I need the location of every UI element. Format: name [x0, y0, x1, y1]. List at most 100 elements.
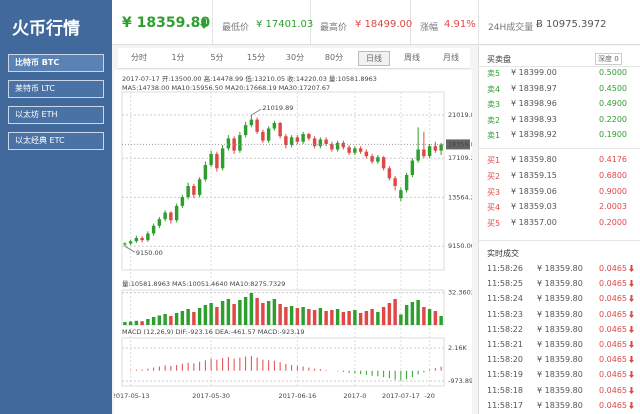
trade-time: 11:58:20	[487, 355, 523, 365]
trade-time: 11:58:24	[487, 294, 523, 304]
candle-body	[312, 138, 317, 147]
candle-body	[376, 157, 380, 162]
trade-arrow	[629, 341, 634, 348]
y-tick-label: 32.3603K	[448, 289, 472, 297]
tab[interactable]: 30分	[285, 53, 305, 62]
arrow	[629, 295, 634, 303]
volume-bar	[146, 319, 150, 325]
volume-bar	[307, 309, 311, 325]
tab[interactable]: 5分	[210, 53, 224, 62]
arrow	[629, 401, 634, 409]
volume-bar	[318, 308, 323, 325]
row-price: ¥ 18357.00	[511, 218, 557, 228]
candle-body	[307, 134, 311, 139]
row-price: ¥ 18398.96	[511, 99, 557, 109]
candle-body	[324, 139, 328, 144]
trade-amount: 0.0465	[599, 279, 627, 289]
volume-bar	[301, 307, 305, 325]
trade-arrow	[629, 401, 634, 409]
menu-item[interactable]: 以太经典 ETC	[8, 132, 104, 150]
trade-amount: 0.0465	[599, 340, 627, 349]
volume-bar	[197, 308, 202, 325]
low-annotation: 9150.00	[136, 249, 163, 257]
candle-body	[174, 205, 179, 221]
last-price-label: 18359.80	[448, 140, 472, 148]
trade-price: ¥ 18359.80	[537, 400, 583, 410]
tab[interactable]: 分时	[131, 53, 147, 62]
candle-body	[163, 212, 167, 220]
arrow	[629, 386, 634, 394]
x-tick-label: 2017-05-30	[192, 392, 230, 400]
depth-select[interactable]: 深度 0	[595, 53, 622, 65]
row-price: ¥ 18399.00	[511, 68, 557, 77]
menu-item[interactable]: 以太坊 ETH	[8, 106, 104, 124]
volume-bar	[157, 315, 162, 325]
volume-bar	[220, 301, 225, 325]
trade-price: ¥ 18359.80	[537, 324, 583, 334]
volume-bar	[364, 311, 369, 325]
candle-body	[128, 241, 133, 244]
row-amount: 0.4900	[599, 99, 627, 109]
stat-value: 4.91%	[444, 19, 476, 30]
row-label: 买2	[487, 171, 501, 181]
stat-value: Ƀ 10975.3972	[536, 19, 607, 30]
stat-label: 24H成交量	[488, 23, 534, 33]
panel-frame	[121, 289, 445, 326]
tab[interactable]: 80分	[324, 53, 344, 62]
candle-body	[272, 122, 277, 129]
candle-body	[123, 243, 127, 245]
trade-amount: 0.0465	[599, 264, 627, 273]
candle-body	[151, 225, 156, 234]
candle-body	[220, 148, 225, 169]
candle-body	[422, 149, 426, 157]
x-tick-label: 2017-05-13	[114, 392, 150, 400]
volume-bar	[399, 314, 403, 325]
tab[interactable]: 日线	[358, 51, 390, 66]
trade-amount: 0.0465	[599, 309, 627, 319]
candle-body	[203, 164, 208, 180]
volume-bar	[353, 310, 357, 325]
candle-body	[318, 139, 323, 147]
sidebar: 火币行情 比特币 BTC 莱特币 LTC 以太坊 ETH 以太经典 ETC	[0, 0, 112, 414]
volume-bar	[404, 305, 409, 325]
row-price: ¥ 18398.93	[511, 114, 557, 124]
volume-bar	[192, 312, 196, 325]
volume-bar	[393, 299, 397, 325]
volume-bar	[439, 316, 443, 325]
header: ¥ 18359.80 最低价 ¥ 17401.03 最高价 ¥ 18499.00 涨幅 4.…	[112, 0, 640, 45]
menu-item[interactable]: 莱特币 LTC	[8, 80, 104, 98]
candle-body	[180, 197, 185, 206]
candle-body	[289, 137, 294, 146]
volume-bar	[215, 307, 219, 325]
volume-bar	[387, 303, 392, 325]
trade-time: 11:58:23	[487, 309, 523, 319]
candle-body	[249, 119, 254, 126]
volume-bar	[410, 302, 415, 325]
trade-arrow	[629, 280, 634, 288]
volume-bar	[261, 303, 265, 325]
trade-time: 11:58:17	[487, 400, 523, 410]
candle-body	[209, 153, 213, 165]
arrow	[629, 371, 634, 379]
volume-bar	[433, 311, 438, 325]
y-tick-label: 17109.28	[448, 154, 472, 162]
row-amount: 0.5000	[599, 68, 627, 77]
separator	[212, 0, 213, 44]
volume-bar	[272, 299, 277, 325]
row-price: ¥ 18359.15	[511, 170, 557, 180]
candle-body	[341, 142, 346, 148]
tab[interactable]: 1分	[171, 53, 185, 62]
row-label: 卖4	[487, 84, 501, 94]
tab[interactable]: 月线	[443, 53, 459, 62]
tab[interactable]: 周线	[404, 53, 420, 62]
volume-bar	[427, 309, 432, 325]
menu-item[interactable]: 比特币 BTC	[8, 54, 104, 72]
candle-body	[364, 151, 369, 157]
volume-bar	[381, 307, 386, 325]
tab[interactable]: 15分	[246, 53, 266, 62]
stat-label: 最高价	[320, 23, 348, 33]
trade-amount: 0.0465	[599, 324, 627, 334]
separator	[310, 0, 311, 44]
candle-body	[243, 125, 248, 136]
candle-body	[387, 168, 392, 179]
